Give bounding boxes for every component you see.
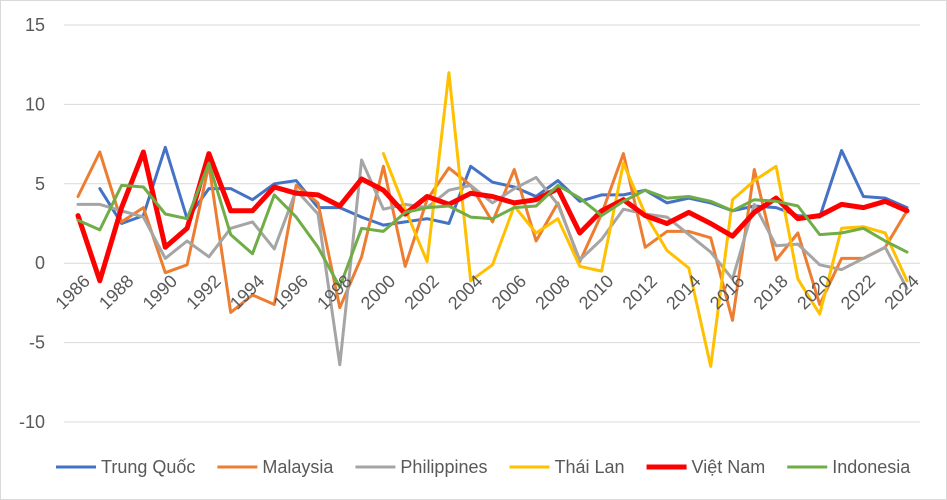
x-tick-label: 2012 bbox=[619, 271, 661, 313]
x-tick-label: 2006 bbox=[488, 271, 530, 313]
x-tick-label: 2002 bbox=[400, 271, 442, 313]
series-lines bbox=[75, 71, 910, 368]
y-tick-label: -10 bbox=[19, 412, 45, 432]
legend-label: Thái Lan bbox=[554, 457, 624, 477]
x-tick-label: 1994 bbox=[226, 271, 268, 313]
x-tick-label: 2022 bbox=[837, 271, 879, 313]
legend-label: Philippines bbox=[400, 457, 487, 477]
legend-label: Indonesia bbox=[832, 457, 911, 477]
gridlines bbox=[64, 24, 920, 423]
x-tick-label: 2004 bbox=[444, 271, 486, 313]
x-tick-label: 2010 bbox=[575, 271, 617, 313]
legend-label: Malaysia bbox=[262, 457, 334, 477]
series-line-3 bbox=[381, 71, 909, 368]
y-tick-label: -5 bbox=[29, 333, 45, 353]
x-tick-label: 2018 bbox=[750, 271, 792, 313]
series-line-0 bbox=[98, 145, 909, 227]
x-tick-label: 2000 bbox=[357, 271, 399, 313]
series-line-5 bbox=[76, 161, 909, 289]
x-tick-label: 1996 bbox=[270, 271, 312, 313]
y-tick-label: 0 bbox=[35, 253, 45, 273]
x-axis-ticks: 1986 1988 1990 1992 1994 1996 1998 2000 2002 2004… bbox=[51, 271, 922, 313]
legend-label: Trung Quốc bbox=[101, 457, 195, 477]
x-tick-label: 1990 bbox=[139, 271, 181, 313]
y-axis-ticks: -10 -5 0 5 10 15 bbox=[19, 15, 45, 432]
x-tick-label: 1992 bbox=[182, 271, 224, 313]
legend-label: Việt Nam bbox=[692, 457, 766, 477]
y-tick-label: 5 bbox=[35, 174, 45, 194]
x-tick-label: 2016 bbox=[706, 271, 748, 313]
x-tick-label: 1986 bbox=[51, 271, 93, 313]
y-tick-label: 15 bbox=[25, 15, 45, 35]
x-tick-label: 2008 bbox=[531, 271, 573, 313]
series-line-2 bbox=[76, 158, 909, 367]
y-tick-label: 10 bbox=[25, 94, 45, 114]
series-line-4 bbox=[75, 149, 910, 284]
legend: Trung Quốc Malaysia Philippines Thái Lan Việ… bbox=[56, 457, 911, 477]
x-tick-label: 2024 bbox=[880, 271, 922, 313]
